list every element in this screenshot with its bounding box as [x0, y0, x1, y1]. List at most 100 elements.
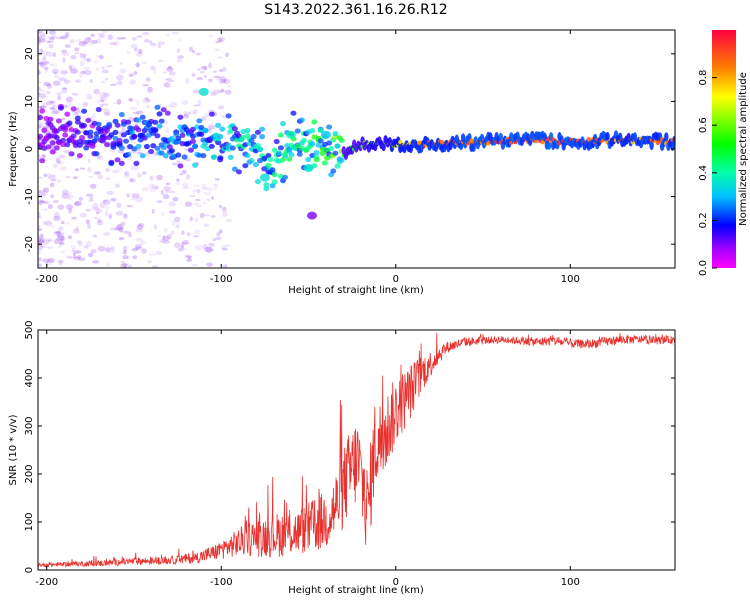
heatmap-cell — [89, 79, 93, 84]
heatmap-cell — [135, 246, 143, 250]
heatmap-cell — [86, 58, 92, 63]
heatmap-cell — [207, 124, 216, 130]
heatmap-cell — [129, 79, 136, 85]
heatmap-cell — [72, 111, 78, 116]
y-tick-label: -20 — [24, 236, 35, 252]
heatmap-cell — [132, 111, 139, 115]
heatmap-cell — [332, 150, 339, 156]
heatmap-cell — [214, 40, 221, 44]
heatmap-cell — [92, 202, 99, 209]
heatmap-cell — [102, 107, 110, 114]
heatmap-cell — [196, 118, 203, 124]
heatmap-cell — [174, 216, 181, 223]
heatmap-cell — [62, 127, 69, 133]
heatmap-cell — [47, 238, 53, 242]
figure-title: S143.2022.361.16.26.R12 — [264, 2, 448, 18]
heatmap-cell — [546, 140, 552, 150]
heatmap-cell — [128, 73, 134, 78]
heatmap-cell — [58, 105, 64, 111]
heatmap-cell — [303, 164, 314, 172]
heatmap-cell — [164, 110, 171, 116]
heatmap-cell — [118, 145, 125, 151]
heatmap-cell — [225, 113, 232, 119]
heatmap-cell — [115, 79, 123, 86]
heatmap-cell — [277, 145, 284, 151]
heatmap-cell — [127, 98, 134, 102]
heatmap-cell — [79, 212, 87, 218]
heatmap-cell — [215, 77, 223, 81]
heatmap-cell — [177, 114, 184, 120]
heatmap-cell — [58, 244, 63, 248]
heatmap-cell — [69, 65, 76, 70]
heatmap-cell — [82, 57, 89, 62]
heatmap-cell — [58, 241, 65, 246]
colorbar-tick-label: 0.6 — [698, 117, 709, 133]
heatmap-cell — [70, 133, 77, 139]
heatmap-cell — [115, 210, 124, 216]
heatmap-cell — [94, 216, 98, 219]
heatmap-cell — [203, 75, 207, 78]
heatmap-cell — [123, 138, 129, 144]
spectrogram-xlabel: Height of straight line (km) — [288, 285, 424, 296]
heatmap-cell — [38, 193, 44, 196]
heatmap-cell — [199, 212, 205, 219]
heatmap-cell — [44, 60, 50, 65]
heatmap-cell — [192, 188, 196, 194]
heatmap-cell — [114, 227, 120, 232]
heatmap-cell — [41, 127, 48, 133]
heatmap-cell — [96, 155, 104, 161]
heatmap-cell — [149, 175, 154, 181]
heatmap-cell — [250, 133, 257, 140]
heatmap-cell — [222, 264, 228, 268]
heatmap-cell — [118, 227, 124, 233]
heatmap-cell — [54, 75, 60, 78]
heatmap-cell — [50, 179, 56, 182]
heatmap-cell — [211, 248, 216, 252]
heatmap-cell — [45, 51, 54, 57]
heatmap-cell — [82, 53, 87, 59]
heatmap-cell — [259, 126, 266, 132]
heatmap-cell — [332, 131, 339, 137]
heatmap-cell — [110, 197, 117, 202]
heatmap-cell — [176, 160, 181, 164]
heatmap-cell — [47, 258, 55, 263]
heatmap-cell — [43, 201, 50, 204]
heatmap-cell — [152, 127, 159, 134]
heatmap-cell — [169, 210, 176, 214]
heatmap-cell — [296, 151, 303, 157]
heatmap-cell — [65, 175, 71, 179]
heatmap-cell — [139, 114, 146, 120]
heatmap-cell — [154, 145, 161, 151]
heatmap-cell — [254, 179, 261, 185]
heatmap-cell — [179, 173, 184, 176]
heatmap-cell — [381, 142, 386, 152]
heatmap-cell — [198, 87, 209, 96]
heatmap-cell — [133, 47, 138, 52]
heatmap-cell — [164, 120, 168, 125]
heatmap-cell — [153, 68, 157, 74]
heatmap-cell — [46, 83, 53, 90]
heatmap-cell — [50, 63, 55, 66]
heatmap-cell — [142, 84, 149, 87]
heatmap-cell — [223, 244, 231, 248]
heatmap-cell — [60, 35, 68, 40]
heatmap-cell — [186, 173, 190, 180]
heatmap-cell — [155, 250, 162, 256]
heatmap-cell — [213, 184, 219, 187]
heatmap-cell — [191, 50, 195, 54]
heatmap-cell — [46, 173, 52, 178]
heatmap-cell — [47, 133, 54, 139]
heatmap-cell — [148, 40, 153, 44]
heatmap-cell — [334, 163, 341, 169]
heatmap-cell — [176, 178, 180, 182]
heatmap-cell — [220, 245, 227, 251]
heatmap-cell — [74, 119, 81, 125]
heatmap-cell — [53, 231, 61, 237]
heatmap-cell — [41, 154, 47, 158]
heatmap-cell — [201, 116, 208, 119]
heatmap-cell — [112, 129, 119, 135]
heatmap-cell — [186, 258, 192, 262]
heatmap-cell — [218, 204, 223, 209]
heatmap-cell — [64, 31, 70, 38]
heatmap-cell — [52, 52, 57, 58]
